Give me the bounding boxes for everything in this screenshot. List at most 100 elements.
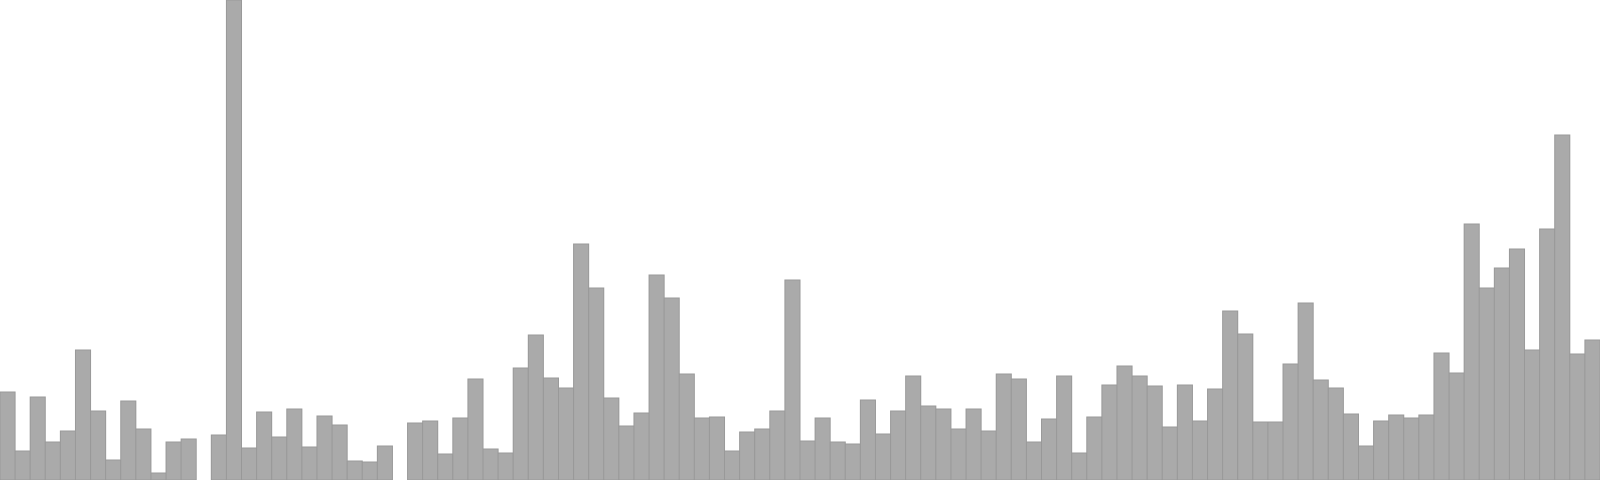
- bar-91: [1373, 420, 1390, 480]
- bar-60: [905, 375, 922, 480]
- bar-104: [1569, 353, 1586, 480]
- bar-102: [1539, 228, 1556, 480]
- bar-68: [1025, 441, 1043, 480]
- bar-23: [346, 460, 363, 480]
- bar-89: [1342, 413, 1359, 480]
- bar-96: [1448, 372, 1465, 480]
- bar-28: [422, 420, 439, 480]
- bar-11: [165, 441, 182, 480]
- bar-64: [965, 408, 982, 480]
- bar-29: [437, 453, 454, 480]
- bar-52: [784, 279, 801, 480]
- bar-31: [467, 378, 484, 480]
- bar-87: [1312, 379, 1329, 480]
- bar-82: [1237, 333, 1254, 480]
- bar-0: [0, 391, 16, 480]
- bar-46: [693, 417, 710, 480]
- bar-105: [1584, 339, 1600, 480]
- bar-92: [1388, 414, 1405, 480]
- bar-33: [497, 452, 514, 480]
- bar-54: [814, 417, 831, 480]
- bar-67: [1010, 378, 1027, 480]
- bar-69: [1041, 418, 1058, 480]
- bar-86: [1297, 302, 1314, 480]
- bar-3: [44, 441, 61, 480]
- bar-66: [995, 373, 1012, 480]
- bar-42: [633, 412, 650, 480]
- bar-19: [286, 408, 303, 480]
- bar-35: [527, 334, 544, 480]
- bar-65: [980, 430, 997, 480]
- bar-51: [769, 410, 786, 480]
- bar-62: [935, 408, 952, 480]
- bar-75: [1131, 375, 1148, 480]
- bar-14: [210, 434, 227, 480]
- bar-81: [1222, 310, 1239, 480]
- bar-47: [708, 416, 726, 480]
- bar-49: [739, 431, 756, 480]
- bar-70: [1056, 375, 1073, 480]
- bar-22: [331, 424, 348, 480]
- bar-1: [14, 450, 31, 480]
- bar-17: [256, 411, 273, 480]
- bar-8: [120, 400, 137, 480]
- bar-24: [361, 461, 378, 480]
- bar-30: [452, 417, 469, 480]
- bar-44: [663, 297, 680, 480]
- bar-55: [829, 441, 846, 480]
- bar-58: [874, 433, 892, 480]
- bar-85: [1282, 363, 1299, 480]
- bar-18: [271, 436, 288, 480]
- bar-80: [1207, 388, 1224, 480]
- bar-73: [1101, 384, 1118, 480]
- bar-38: [573, 243, 590, 480]
- bar-103: [1554, 134, 1571, 480]
- bar-97: [1463, 223, 1480, 480]
- bar-45: [678, 373, 695, 480]
- bar-7: [105, 459, 122, 480]
- bar-59: [890, 410, 907, 480]
- bar-101: [1524, 349, 1541, 480]
- bar-10: [150, 472, 167, 480]
- bar-36: [542, 377, 559, 480]
- bar-76: [1146, 385, 1163, 480]
- bar-41: [618, 425, 635, 480]
- bar-74: [1116, 365, 1133, 480]
- bar-90: [1357, 445, 1375, 480]
- bar-93: [1403, 417, 1420, 480]
- bar-83: [1252, 421, 1269, 480]
- bar-25: [376, 445, 393, 480]
- bar-48: [724, 450, 741, 480]
- bar-98: [1478, 287, 1495, 480]
- bar-32: [482, 448, 499, 480]
- bar-20: [301, 446, 318, 480]
- bar-99: [1493, 267, 1510, 480]
- bar-95: [1433, 352, 1450, 480]
- bar-50: [754, 428, 771, 480]
- bar-43: [648, 274, 665, 480]
- bar-27: [407, 422, 424, 480]
- bar-53: [799, 440, 816, 480]
- bar-72: [1086, 416, 1103, 480]
- bar-16: [241, 447, 258, 480]
- bar-71: [1071, 452, 1088, 480]
- bar-34: [512, 367, 529, 480]
- bar-21: [316, 415, 333, 480]
- bar-40: [603, 397, 620, 480]
- bar-100: [1508, 248, 1526, 480]
- bar-5: [74, 349, 92, 480]
- bar-63: [950, 428, 967, 480]
- bar-37: [557, 387, 575, 480]
- bar-2: [29, 396, 46, 480]
- bar-9: [135, 428, 152, 480]
- bar-84: [1267, 421, 1284, 480]
- bar-61: [920, 405, 937, 480]
- bar-15: [225, 0, 243, 480]
- bar-4: [59, 430, 76, 480]
- bar-6: [90, 410, 107, 480]
- bar-77: [1161, 426, 1178, 480]
- bar-88: [1327, 387, 1344, 480]
- bar-12: [180, 438, 197, 480]
